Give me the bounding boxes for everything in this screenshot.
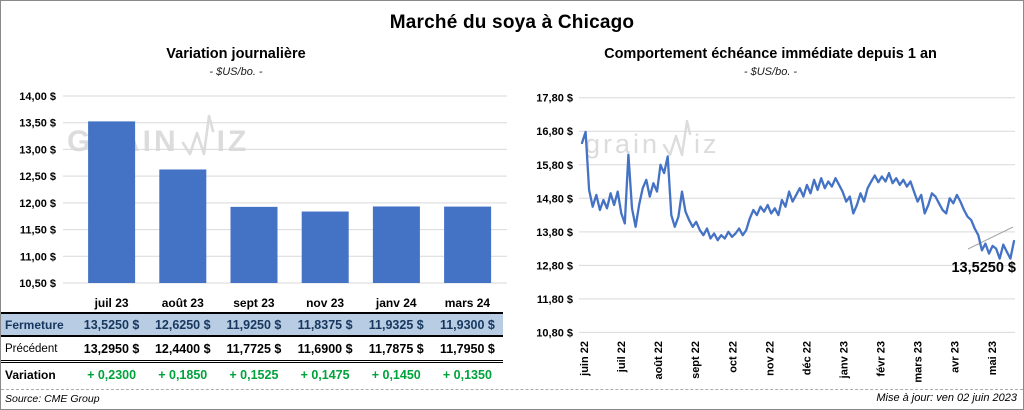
x-axis-tick-label: janv 23 (838, 341, 850, 379)
bar-nov 23 (301, 211, 349, 283)
precedent-value: 13,2950 $ (83, 341, 140, 356)
month-label: janv 24 (375, 296, 417, 310)
y-axis-tick-label: 13,80 $ (536, 227, 573, 239)
x-axis-tick-label: oct 22 (727, 341, 739, 373)
precedent-value: 11,7725 $ (226, 341, 282, 356)
watermark-zigzag-icon (661, 118, 693, 158)
precedent-value: 11,7950 $ (439, 341, 495, 356)
variation-value: + 0,1350 (442, 367, 492, 382)
fermeture-value: 11,9325 $ (368, 317, 424, 332)
variation-value: + 0,1850 (158, 367, 208, 382)
watermark-text: grain (585, 129, 661, 159)
y-axis-tick-label: 11,80 $ (537, 294, 573, 306)
month-label: sept 23 (233, 296, 275, 310)
y-axis-tick-label: 17,80 $ (536, 93, 573, 105)
row-label-precedent: Précédent (5, 342, 58, 355)
precedent-value: 11,7875 $ (368, 341, 424, 356)
bar-chart-title: Variation journalière (166, 46, 306, 62)
bar-chart: 14,00 $ 13,50 $ 13,00 $ 12,50 $ 12,00 $ 11,50… (19, 91, 507, 290)
y-axis-tick-label: 11,50 $ (20, 225, 56, 237)
variation-value: + 0,1475 (300, 367, 350, 382)
variation-value: + 0,1525 (229, 367, 279, 382)
y-axis-tick-label: 10,50 $ (19, 278, 56, 290)
y-axis-tick-label: 14,00 $ (19, 91, 56, 103)
fermeture-value: 11,8375 $ (297, 317, 353, 332)
table-row-variation: Variation + 0,2300 + 0,1850 + 0,1525 + 0,14… (1, 363, 503, 386)
bar-mars 24 (444, 206, 492, 283)
watermark-zigzag-icon (180, 113, 216, 157)
y-axis-tick-label: 15,80 $ (536, 160, 573, 172)
bar-janv 24 (372, 206, 420, 283)
table-row-precedent: Précédent 13,2950 $ 12,4400 $ 11,7725 $ 11,… (1, 337, 503, 363)
page-title: Marché du soya à Chicago (389, 12, 635, 33)
last-price-annotation: 13,5250 $ (951, 260, 1016, 276)
month-label: nov 23 (306, 296, 345, 310)
y-axis-tick-label: 13,00 $ (19, 144, 56, 156)
line-chart-subtitle: - $US/bo. - (743, 66, 798, 78)
y-axis-tick-label: 14,80 $ (536, 193, 573, 205)
row-label-variation: Variation (5, 367, 56, 382)
bar-juil 23 (88, 121, 136, 283)
y-axis-tick-label: 12,50 $ (19, 171, 56, 183)
month-label: août 23 (161, 296, 204, 310)
source-note: Source: CME Group (5, 393, 100, 405)
price-line-series (580, 130, 1016, 260)
line-chart-title: Comportement échéance immédiate depuis 1… (604, 46, 937, 62)
precedent-value: 12,4400 $ (154, 341, 211, 356)
x-axis-tick-label: juil 22 (616, 341, 628, 373)
x-axis-tick-label: nov 22 (764, 341, 776, 376)
variation-value: + 0,2300 (87, 367, 137, 382)
fermeture-value: 13,5250 $ (83, 317, 140, 332)
month-label: juil 23 (94, 296, 129, 310)
x-axis-tick-label: mai 23 (987, 341, 999, 375)
price-table: juil 23 août 23 sept 23 nov 23 janv 24 mars 2… (1, 294, 503, 386)
month-header-row: juil 23 août 23 sept 23 nov 23 janv 24 mars 2… (1, 294, 503, 314)
precedent-value: 11,6900 $ (297, 341, 353, 356)
y-axis-tick-label: 13,50 $ (19, 118, 56, 130)
month-label: mars 24 (444, 296, 491, 310)
y-axis-tick-label: 16,80 $ (536, 126, 573, 138)
fermeture-value: 12,6250 $ (154, 317, 211, 332)
x-axis-tick-label: mars 23 (913, 341, 925, 383)
update-note: Mise à jour: ven 02 juin 2023 (876, 392, 1017, 404)
annotation-leader-line (967, 226, 1014, 250)
x-axis-tick-label: juin 22 (579, 341, 591, 377)
footer-divider (1, 389, 1023, 390)
y-axis-tick-label: 12,80 $ (536, 260, 573, 272)
variation-value: + 0,1450 (371, 367, 421, 382)
x-axis-tick-label: févr 23 (876, 341, 888, 376)
fermeture-value: 11,9300 $ (439, 317, 495, 332)
table-row-fermeture: Fermeture 13,5250 $ 12,6250 $ 11,9250 $ 11,… (1, 314, 503, 337)
x-axis-tick-label: avr 23 (950, 341, 962, 373)
bar-chart-subtitle: - $US/bo. - (209, 66, 263, 78)
row-label-fermeture: Fermeture (5, 317, 64, 332)
y-axis-tick-label: 12,00 $ (19, 198, 56, 210)
fermeture-value: 11,9250 $ (226, 317, 282, 332)
line-chart: 17,80 $ 16,80 $ 15,80 $ 14,80 $ 13,80 $ 12,80… (536, 93, 1016, 383)
y-axis-tick-label: 10,80 $ (536, 327, 573, 339)
grainwiz-watermark: grain iz (585, 118, 720, 158)
x-axis-tick-label: août 22 (653, 341, 665, 380)
watermark-text: iz (694, 129, 720, 159)
x-axis-tick-label: déc 22 (801, 341, 813, 375)
bar-août 23 (159, 169, 207, 283)
watermark-text: iz (216, 125, 250, 158)
bar-sept 23 (230, 206, 278, 283)
x-axis-tick-label: sept 22 (690, 341, 702, 379)
y-axis-tick-label: 11,00 $ (20, 251, 56, 263)
